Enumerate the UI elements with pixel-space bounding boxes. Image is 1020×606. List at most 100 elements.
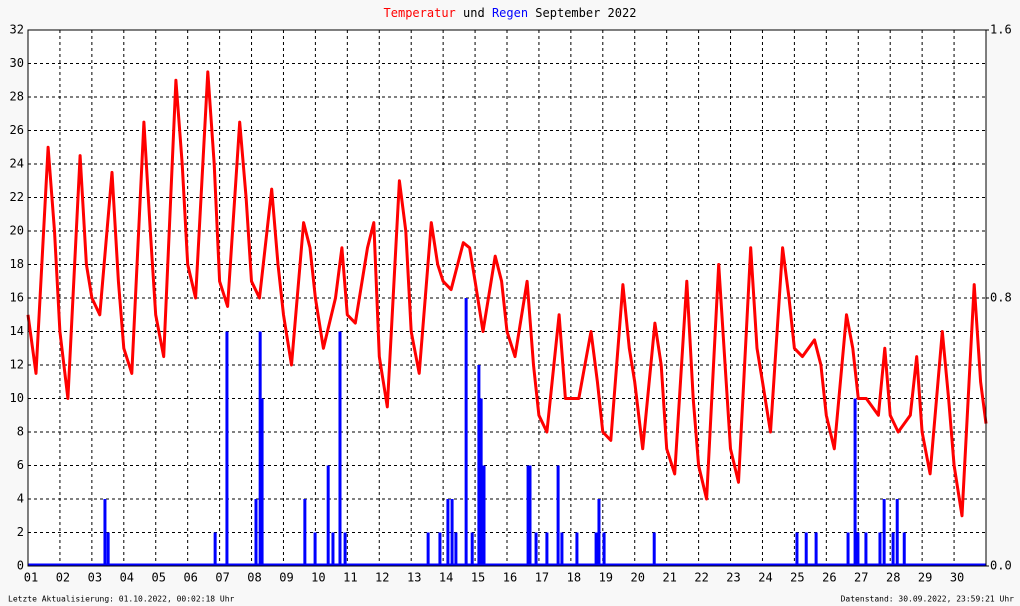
rain-bar xyxy=(526,465,530,566)
x-tick-label: 10 xyxy=(311,571,325,585)
y-tick-label: 28 xyxy=(10,90,24,104)
y-tick-label: 20 xyxy=(10,224,24,238)
rain-bar xyxy=(426,532,430,566)
chart-title: Temperatur und Regen September 2022 xyxy=(384,6,637,20)
x-tick-label: 07 xyxy=(215,571,229,585)
x-tick-label: 09 xyxy=(279,571,293,585)
rain-bar xyxy=(479,398,483,566)
rain-bar xyxy=(331,532,335,566)
y-tick-label: 26 xyxy=(10,123,24,137)
rain-bar xyxy=(450,499,454,566)
y-tick-label: 10 xyxy=(10,391,24,405)
x-tick-label: 21 xyxy=(662,571,676,585)
x-tick-label: 02 xyxy=(56,571,70,585)
y2-tick-label: 0.0 xyxy=(990,559,1012,573)
rain-bar xyxy=(864,532,868,566)
x-tick-label: 29 xyxy=(918,571,932,585)
y-tick-label: 32 xyxy=(10,23,24,37)
rain-bar xyxy=(602,532,606,566)
rain-bar xyxy=(878,532,882,566)
rain-bar xyxy=(454,532,458,566)
x-tick-label: 16 xyxy=(503,571,517,585)
footer-left: Letzte Aktualisierung: 01.10.2022, 00:02… xyxy=(8,595,235,604)
y2-tick-label: 1.6 xyxy=(990,23,1012,37)
x-tick-label: 11 xyxy=(343,571,357,585)
x-tick-label: 15 xyxy=(471,571,485,585)
x-tick-label: 12 xyxy=(375,571,389,585)
y-tick-label: 0 xyxy=(17,559,24,573)
y-tick-label: 8 xyxy=(17,425,24,439)
rain-bar xyxy=(856,532,860,566)
title-join: und xyxy=(463,6,485,20)
rain-bar xyxy=(891,532,895,566)
title-suffix: September 2022 xyxy=(535,6,636,20)
x-tick-label: 27 xyxy=(854,571,868,585)
rain-bar xyxy=(902,532,906,566)
x-tick-label: 30 xyxy=(950,571,964,585)
title-rain: Regen xyxy=(492,6,528,20)
x-tick-label: 06 xyxy=(183,571,197,585)
x-tick-label: 04 xyxy=(120,571,134,585)
y-tick-label: 18 xyxy=(10,257,24,271)
x-tick-label: 20 xyxy=(631,571,645,585)
y-tick-label: 30 xyxy=(10,56,24,70)
x-tick-label: 05 xyxy=(152,571,166,585)
rain-bar xyxy=(575,532,579,566)
rain-bar xyxy=(594,532,598,566)
rain-bar xyxy=(313,532,317,566)
rain-bar xyxy=(895,499,899,566)
rain-bar xyxy=(814,532,818,566)
rain-bar xyxy=(560,532,564,566)
x-tick-label: 18 xyxy=(567,571,581,585)
x-tick-label: 24 xyxy=(758,571,772,585)
x-tick-label: 23 xyxy=(726,571,740,585)
rain-bar xyxy=(853,398,857,566)
y-tick-label: 22 xyxy=(10,190,24,204)
rain-bar xyxy=(464,298,468,566)
rain-bar xyxy=(597,499,601,566)
y-tick-label: 12 xyxy=(10,358,24,372)
x-tick-label: 08 xyxy=(247,571,261,585)
x-tick-label: 22 xyxy=(694,571,708,585)
rain-bar xyxy=(260,398,264,566)
y-tick-label: 6 xyxy=(17,458,24,472)
rain-bar xyxy=(556,465,560,566)
rain-bar xyxy=(103,499,107,566)
x-tick-label: 28 xyxy=(886,571,900,585)
rain-bar xyxy=(470,532,474,566)
rain-bar xyxy=(795,532,799,566)
temperature-line xyxy=(26,70,988,518)
rain-bar xyxy=(446,499,450,566)
rain-bar xyxy=(482,465,486,566)
x-tick-label: 25 xyxy=(790,571,804,585)
y-tick-label: 14 xyxy=(10,324,24,338)
rain-bar xyxy=(326,465,330,566)
rain-bar xyxy=(545,532,549,566)
y-tick-label: 4 xyxy=(17,492,24,506)
rain-bar xyxy=(254,499,258,566)
rain-bar xyxy=(882,499,886,566)
rain-bar xyxy=(652,532,656,566)
y2-tick-label: 0.8 xyxy=(990,291,1012,305)
x-tick-label: 26 xyxy=(822,571,836,585)
rain-bar xyxy=(477,365,481,566)
rain-bar xyxy=(343,532,347,566)
plot-frame xyxy=(27,29,987,567)
x-tick-label: 19 xyxy=(599,571,613,585)
x-tick-label: 17 xyxy=(535,571,549,585)
rain-bar xyxy=(528,465,532,566)
rain-bar xyxy=(303,499,307,566)
rain-bar xyxy=(534,532,538,566)
rain-bar xyxy=(106,532,110,566)
rain-bar xyxy=(804,532,808,566)
x-tick-label: 14 xyxy=(439,571,453,585)
x-tick-label: 01 xyxy=(24,571,38,585)
x-tick-label: 13 xyxy=(407,571,421,585)
rain-bar xyxy=(846,532,850,566)
y-tick-label: 24 xyxy=(10,157,24,171)
rain-bar xyxy=(338,331,342,566)
footer-right: Datenstand: 30.09.2022, 23:59:21 Uhr xyxy=(841,595,1015,604)
rain-bar xyxy=(258,331,262,566)
rain-bar xyxy=(225,331,229,566)
